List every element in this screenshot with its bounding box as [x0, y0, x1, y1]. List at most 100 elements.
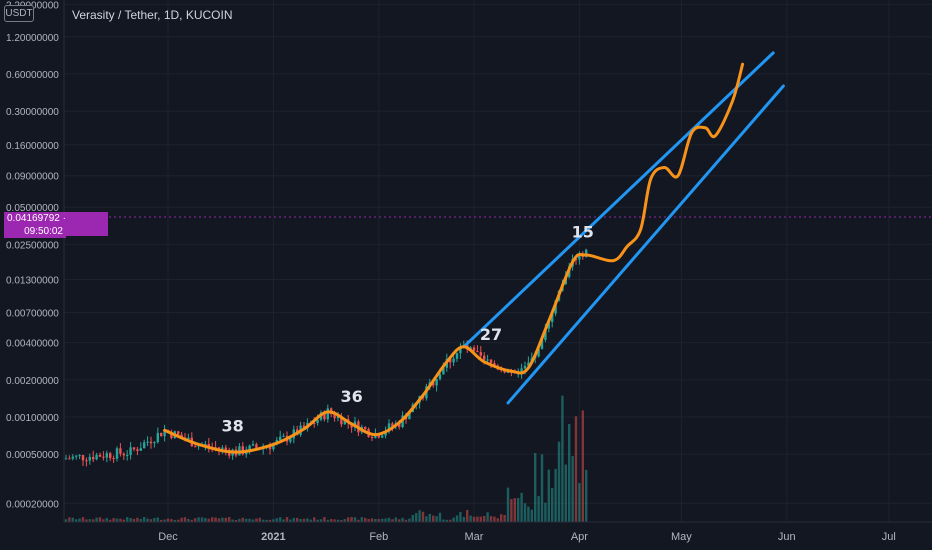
candle-body — [486, 359, 489, 361]
volume-bar — [166, 518, 170, 522]
candle-body — [245, 452, 248, 455]
candle-body — [387, 423, 391, 432]
candle-body — [316, 419, 319, 424]
time-axis[interactable]: Dec 2021 Feb Mar Apr May Jun Jul — [64, 521, 932, 543]
volume-bar — [313, 517, 316, 522]
candle-body — [547, 322, 550, 329]
volume-bar — [336, 519, 340, 522]
y-tick-label: 0.60000000 — [6, 70, 59, 81]
candle-body — [506, 371, 510, 373]
candle-body — [469, 347, 472, 350]
volume-bar — [568, 424, 571, 522]
candle-body — [217, 447, 221, 450]
volume-bar — [520, 492, 523, 522]
candle-body — [340, 416, 343, 425]
volume-bar — [574, 416, 578, 522]
volume-bar — [486, 512, 489, 522]
volume-bar — [299, 518, 302, 522]
grid — [64, 0, 932, 522]
volume-bar — [578, 483, 581, 522]
volume-bar — [197, 517, 200, 522]
volume-bar — [411, 514, 414, 522]
candle-body — [479, 352, 482, 356]
channel-upper-line[interactable] — [462, 51, 775, 349]
candle-body — [180, 434, 183, 438]
volume-bar — [442, 519, 445, 522]
volume-bar — [367, 519, 370, 522]
volume-bar — [309, 519, 312, 522]
volume-bar — [585, 469, 588, 522]
candle-body — [143, 442, 146, 449]
volume-bar — [156, 517, 159, 522]
volume-bar — [251, 519, 255, 522]
x-tick-label: Dec — [158, 531, 178, 543]
candle-body — [279, 436, 282, 441]
x-tick-label: Jul — [882, 531, 896, 543]
candle-body — [268, 446, 272, 450]
candle-body — [551, 313, 554, 323]
volume-bar — [387, 517, 391, 522]
volume-bar — [302, 518, 306, 522]
volume-bar — [204, 517, 207, 522]
channel-lower-line[interactable] — [506, 84, 785, 405]
trend-channel[interactable] — [462, 51, 785, 405]
volume-bar — [326, 519, 329, 522]
volume-bar — [296, 517, 299, 522]
candle-body — [224, 447, 227, 450]
trend-curve[interactable] — [163, 62, 745, 454]
annotation-label: 15 — [572, 222, 594, 241]
volume-bar — [503, 514, 506, 522]
volume-bar — [214, 517, 217, 522]
volume-bar — [200, 517, 204, 522]
volume-bar — [408, 518, 411, 522]
volume-bar — [139, 518, 142, 522]
candle-body — [126, 454, 129, 456]
volume-bar — [428, 513, 431, 522]
candle-body — [115, 448, 119, 459]
candle-body — [75, 455, 78, 457]
candlesticks — [64, 248, 588, 467]
volume-bar — [333, 519, 336, 522]
candle-body — [449, 359, 452, 363]
volume-bar — [370, 518, 374, 522]
volume-bar — [109, 519, 112, 522]
candle-body — [523, 366, 527, 369]
price-axis[interactable]: 2.200000001.200000000.600000000.30000000… — [6, 0, 65, 550]
volume-bar — [364, 517, 367, 522]
volume-bar — [262, 519, 265, 522]
y-tick-label: 1.20000000 — [6, 33, 59, 44]
volume-bar — [177, 519, 180, 522]
volume-bar — [343, 519, 346, 522]
volume-bar — [136, 517, 139, 522]
volume-bar — [438, 512, 442, 522]
volume-bar — [265, 519, 268, 522]
candle-body — [71, 456, 74, 459]
candle-body — [272, 443, 275, 450]
volume-bar — [527, 506, 530, 522]
volume-bar — [217, 518, 221, 522]
volume-bar — [88, 519, 91, 522]
volume-bar — [245, 518, 248, 522]
volume-bar — [228, 517, 231, 522]
annotation-label: 36 — [340, 387, 362, 406]
unit-badge[interactable]: USDT — [4, 5, 34, 22]
volume-bar — [479, 516, 482, 522]
candle-body — [527, 362, 530, 367]
y-tick-label: 0.00200000 — [6, 376, 59, 387]
volume-bar — [71, 517, 74, 522]
volume-bar — [122, 519, 125, 522]
candle-body — [187, 437, 190, 440]
candle-body — [455, 353, 459, 359]
candle-body — [153, 442, 156, 444]
candle-body — [204, 443, 207, 445]
volume-bar — [115, 518, 119, 522]
y-tick-label: 0.00400000 — [6, 339, 59, 350]
volume-bar — [105, 518, 108, 522]
x-tick-label: Mar — [465, 531, 484, 543]
volume-bar — [445, 519, 448, 522]
volume-bar — [64, 519, 68, 522]
y-tick-label: 0.01300000 — [6, 275, 59, 286]
volume-bar — [285, 517, 289, 522]
y-tick-label: 0.00100000 — [6, 413, 59, 424]
